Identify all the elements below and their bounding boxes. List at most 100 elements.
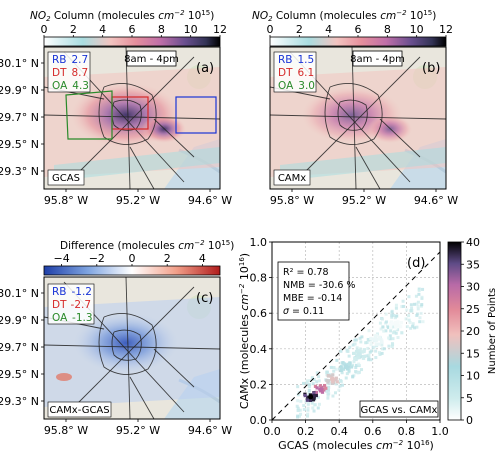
scatter-point <box>401 299 405 303</box>
scatter-point <box>351 343 355 347</box>
scatter-point <box>420 295 424 299</box>
scatter-point <box>361 356 366 360</box>
scatter-point <box>366 337 370 341</box>
scatter-point <box>391 337 395 341</box>
scatter-point <box>302 407 306 411</box>
scatter-point <box>357 362 361 366</box>
scatter-point <box>409 309 413 313</box>
scatter-point <box>340 367 344 371</box>
scatter-point <box>329 365 333 369</box>
scatter-point <box>360 368 364 372</box>
scatter-point <box>333 378 338 382</box>
scatter-point <box>307 390 311 394</box>
y-tick-label: 29.9° N <box>0 314 39 327</box>
scatter-point <box>332 366 336 370</box>
scatter-point <box>388 337 392 341</box>
scatter-point <box>393 316 397 320</box>
scatter-point <box>312 396 316 400</box>
scatter-point <box>295 404 299 408</box>
x-tick-label: 0.2 <box>297 425 315 438</box>
scatter-point <box>325 370 329 374</box>
scatter-point <box>388 334 392 338</box>
x-axis-label-d: GCAS (molecules cm−2 1016) <box>278 439 434 452</box>
colorbar-tick-label: 6 <box>129 23 136 36</box>
comparison-label: GCAS vs. CAMx <box>361 405 438 416</box>
x-tick-label: 94.6° W <box>188 424 232 437</box>
scatter-point <box>352 360 356 364</box>
region-legend-c <box>47 283 95 325</box>
scatter-point <box>329 374 333 378</box>
y-tick-label: 29.7° N <box>0 111 39 124</box>
scatter-point <box>347 354 351 358</box>
region-oa-a: OA 4.3 <box>52 80 89 92</box>
y-tick-label: 0.6 <box>250 307 268 320</box>
map-b-frame <box>269 46 447 190</box>
panel-label-a: (a) <box>196 61 214 76</box>
y-tick-label: 29.9° N <box>0 84 39 97</box>
scatter-point <box>354 363 358 367</box>
scatter-point <box>396 328 400 332</box>
scatter-point <box>408 320 412 324</box>
scatter-point <box>358 336 362 340</box>
y-tick-label: 30.1° N <box>0 287 39 300</box>
scatter-point <box>375 332 379 336</box>
road <box>129 376 155 419</box>
scatter-point <box>339 365 343 369</box>
scatter-point <box>364 354 368 358</box>
scatter-point <box>369 342 373 346</box>
scatter-point <box>344 376 348 380</box>
scatter-point <box>369 340 373 344</box>
scatter-point <box>317 379 321 383</box>
no2-swath-low <box>280 147 446 181</box>
scatter-point <box>347 364 352 368</box>
source-label-a: GCAS <box>52 173 80 184</box>
y-tick-label: 29.3° N <box>0 165 39 178</box>
colorbar-tick-label: 5 <box>466 392 473 405</box>
scatter-point <box>334 367 338 371</box>
scatter-point <box>410 306 414 310</box>
scatter-point <box>411 322 415 326</box>
region-oa-b: OA 3.0 <box>278 80 315 92</box>
scatter-point <box>313 384 318 388</box>
road <box>73 56 195 178</box>
scatter-point <box>335 380 339 384</box>
colorbar-d <box>447 241 462 421</box>
scatter-point <box>389 329 393 333</box>
y-tick-label: 1.0 <box>250 236 268 249</box>
scatter-point <box>347 369 351 373</box>
scatter-point <box>382 347 386 351</box>
scatter-point <box>297 414 301 418</box>
road <box>44 114 220 120</box>
scatter-point <box>353 342 357 346</box>
y-tick-label: 0.8 <box>250 272 268 285</box>
scatter-point <box>354 358 358 362</box>
scatter-point <box>407 318 411 322</box>
road <box>44 344 220 350</box>
scatter-point <box>419 304 423 308</box>
region-dt-b: DT 6.1 <box>278 67 314 79</box>
scatter-point <box>360 335 364 339</box>
y-tick-label: 29.5° N <box>0 138 39 151</box>
scatter-point <box>372 345 376 349</box>
scatter-point <box>398 325 402 329</box>
colorbar-tick-label: 12 <box>439 23 453 36</box>
scatter-point <box>373 337 379 343</box>
scatter-point <box>391 313 395 317</box>
scatter-point <box>308 383 312 387</box>
scatter-point <box>354 349 359 353</box>
scatter-point <box>415 325 419 329</box>
scatter-point <box>374 349 378 353</box>
scatter-point <box>390 321 394 326</box>
scatter-point <box>380 347 384 351</box>
scatter-point <box>305 398 309 402</box>
scatter-point <box>334 376 338 380</box>
scatter-point <box>351 375 355 379</box>
scatter-point <box>366 346 370 350</box>
scatter-point <box>355 354 359 358</box>
scatter-point <box>302 404 306 408</box>
colorbar-c-ticks: −4 −2 0 2 4 <box>53 252 206 266</box>
panel-label-b: (b) <box>422 61 440 76</box>
scatter-point <box>318 384 322 388</box>
scatter-point <box>393 323 399 329</box>
scatter-point <box>399 320 404 325</box>
